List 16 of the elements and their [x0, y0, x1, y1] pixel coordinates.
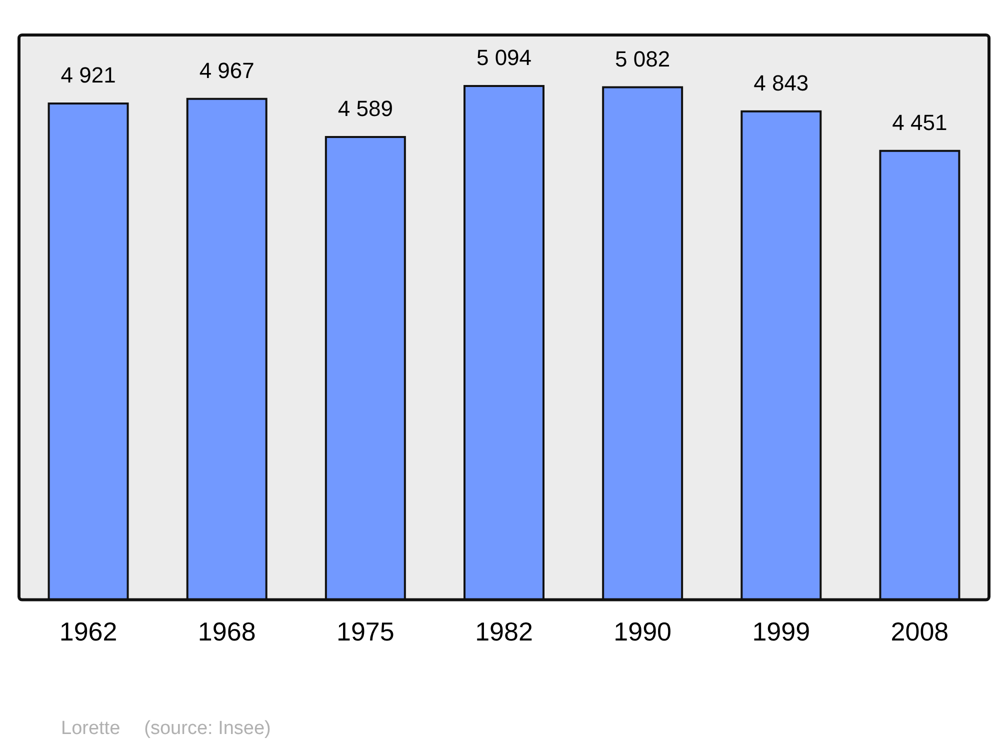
data-label: 4 843: [754, 70, 809, 96]
text: Lorette: [61, 718, 120, 739]
x-tick-label: 1975: [336, 616, 394, 647]
x-tick-label: 1999: [752, 616, 810, 647]
x-tick-label: 1990: [614, 616, 672, 647]
x-tick-label: 2008: [890, 616, 949, 647]
text: (source: Insee): [144, 718, 271, 739]
data-label: 4 967: [199, 58, 254, 83]
x-tick-label: 1962: [59, 616, 118, 647]
data-label: 5 094: [476, 45, 532, 70]
data-label: 4 451: [892, 110, 948, 135]
data-label: 5 082: [615, 46, 670, 72]
data-label: 4 921: [60, 62, 116, 88]
x-tick-label: 1968: [198, 616, 256, 647]
x-tick-label: 1982: [475, 616, 533, 647]
data-label: 4 589: [338, 96, 393, 122]
